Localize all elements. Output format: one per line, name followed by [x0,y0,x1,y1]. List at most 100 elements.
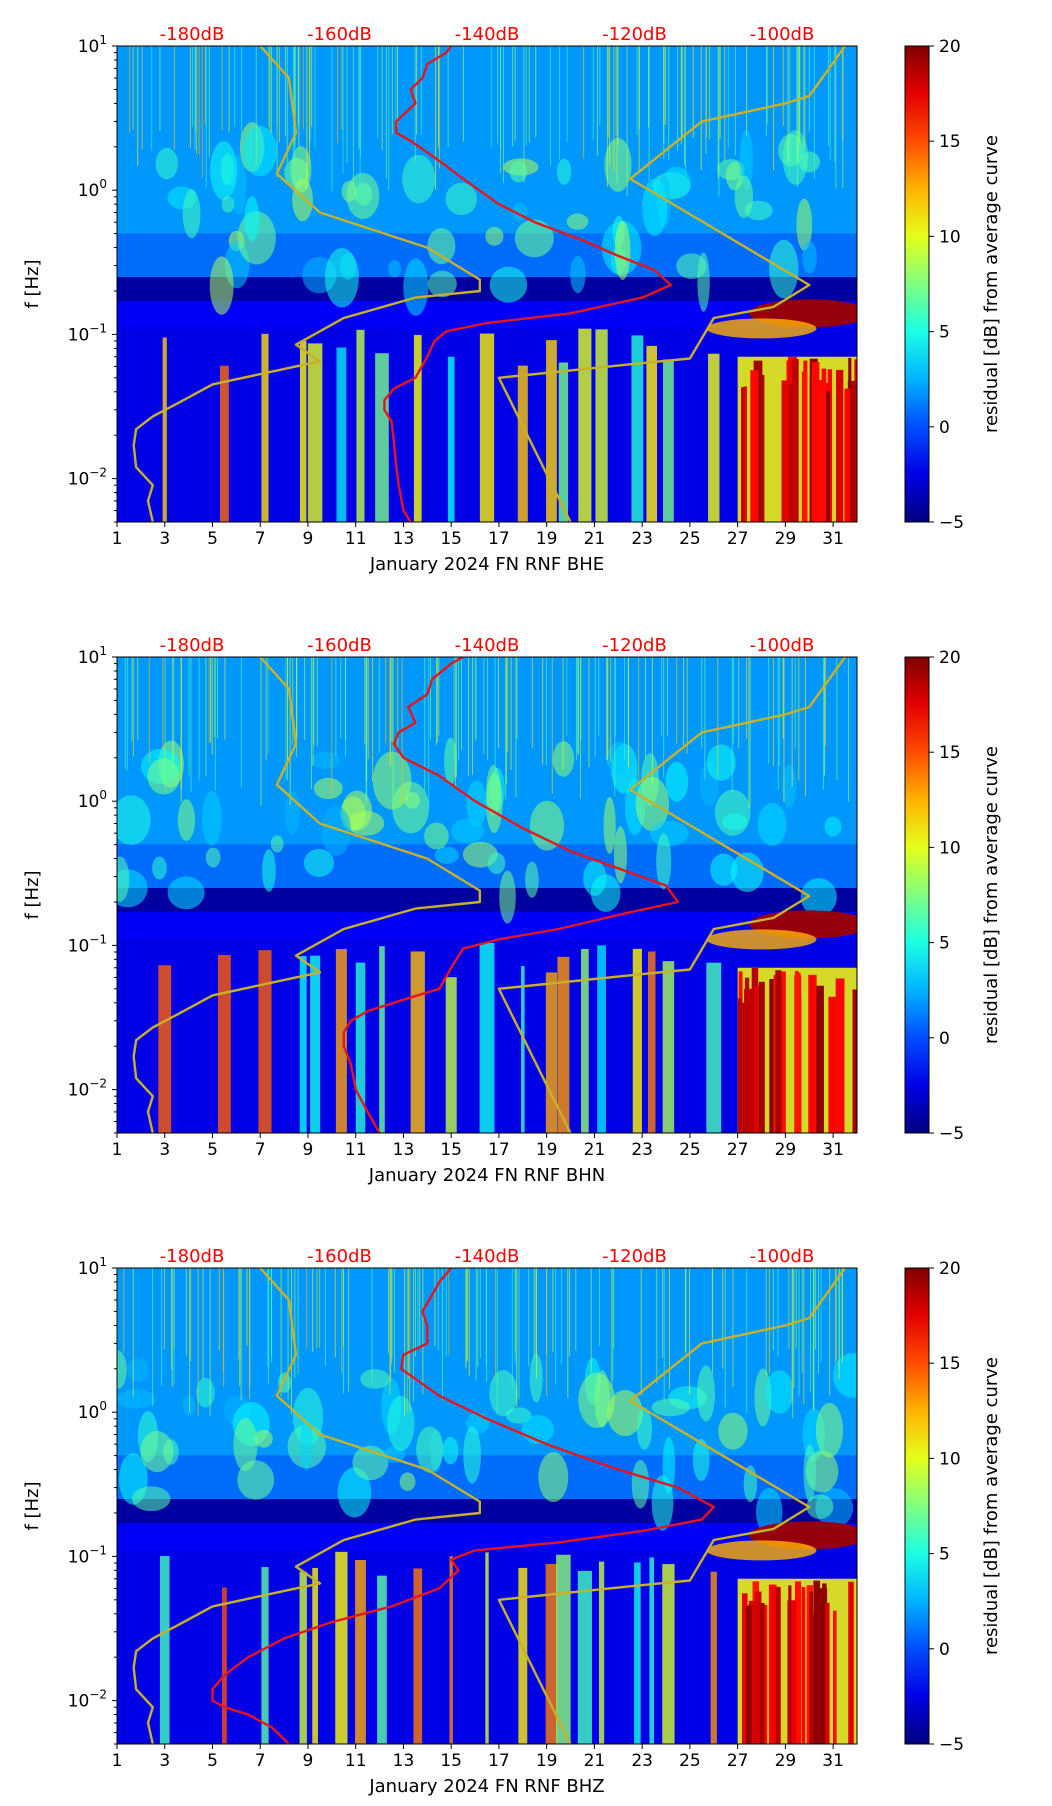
heatmap-blob [424,822,449,850]
heatmap-blob [442,1436,459,1465]
heatmap-blob [529,800,565,851]
red-curve [383,46,672,522]
y-tick-label: 10−1 [68,1543,107,1567]
x-tick-label: 7 [255,1140,266,1160]
x-tick-label: 17 [488,1140,510,1160]
heatmap-blob [182,189,201,239]
colorbar-label: residual [dB] from average curve [981,135,1002,433]
heatmap-blob [209,256,234,315]
db-scale-label: -120dB [602,24,667,45]
db-scale-label: -140dB [455,24,520,45]
x-tick-label: 13 [393,529,415,549]
heatmap-blob [399,1472,416,1492]
x-tick-label: 25 [679,529,701,549]
heatmap-band-dark [117,1499,857,1524]
heatmap-event-streak [558,362,569,522]
heatmap-blob [485,226,504,246]
heatmap-event-streak [375,353,389,522]
heatmap-event-streak [662,1564,675,1744]
heatmap-blob [697,252,710,312]
y-tick-label: 100 [78,788,107,812]
heatmap-blob [782,130,809,185]
x-tick-label: 17 [488,1751,510,1771]
heatmap-event-streak [631,335,644,522]
heatmap-band-dark [117,888,857,913]
db-scale-label: -180dB [160,635,225,656]
heatmap-storm-streak [743,386,747,522]
heatmap-blob [117,1350,127,1389]
heatmap-blob [800,878,837,916]
x-tick-label: 13 [393,1751,415,1771]
heatmap-storm-streak [753,985,760,1133]
heatmap-event-streak [545,1563,558,1744]
heatmap-event-streak [222,1587,227,1744]
x-tick-label: 3 [159,1140,170,1160]
heatmap-event-streak [312,1567,318,1744]
heatmap-blob [782,764,796,809]
x-tick-label: 27 [727,1751,749,1771]
heatmap-blob [803,1444,816,1502]
y-tick-label: 10−2 [68,1077,107,1101]
x-tick-label: 11 [345,529,367,549]
heatmap-blob [451,818,485,844]
x-tick-label: 13 [393,1140,415,1160]
heatmap-blob [313,777,343,800]
heatmap-blob [466,780,487,827]
heatmap-blob [538,1452,569,1503]
heatmap-blob [242,125,277,177]
x-tick-label: 27 [727,529,749,549]
heatmap-storm-streak [809,1591,814,1744]
heatmap-storm-streak [835,978,845,1133]
x-tick-label: 19 [536,1751,558,1771]
colorbar-tick-label: −5 [939,1735,964,1755]
x-tick-label: 21 [584,529,606,549]
heatmap-blob [202,790,222,846]
x-tick-label: 11 [345,1751,367,1771]
heatmap-event-streak [581,948,589,1133]
heatmap-blob [210,141,238,200]
heatmap-blob [665,761,689,802]
heatmap-event-streak [299,340,307,522]
heatmap-event-streak [379,946,385,1133]
heatmap-storm-streak [848,1581,854,1744]
y-tick-label: 10−2 [68,466,107,490]
heatmap-storm-streak [817,380,827,522]
heatmap-blob [806,1494,834,1519]
heatmap-event-streak [706,962,722,1133]
heatmap-event-streak [413,334,422,522]
heatmap-blob [734,175,754,219]
x-tick-label: 29 [775,1751,797,1771]
y-tick-label: 101 [78,1255,107,1279]
heatmap-blob [140,1430,174,1473]
heatmap-event-streak [445,977,457,1133]
heatmap-blob [233,1417,258,1472]
model-low-noise [132,1268,481,1744]
x-tick-label: 23 [631,1140,653,1160]
heatmap-blob [177,799,196,841]
colorbar-tick-label: 15 [939,1354,961,1374]
y-tick-label: 10−1 [68,321,107,345]
heatmap-event-streak [578,328,592,522]
heatmap-storm-streak [741,1002,747,1133]
heatmap-event-streak [545,972,558,1133]
heatmap-blob [815,1402,844,1458]
heatmap-storm-streak [801,371,807,522]
heatmap-event-streak [335,949,347,1133]
x-tick-label: 9 [303,1751,314,1771]
colorbar-tick-label: 5 [939,1545,950,1565]
x-tick-label: 31 [822,529,844,549]
heatmap-blob [696,1365,716,1422]
colorbar-tick-label: 15 [939,743,961,763]
heatmap-event-streak [577,1570,592,1744]
colorbar: −5 0 5 10 15 20 residual [dB] from average cur… [904,648,1002,1144]
red-curve [342,657,680,1133]
colorbar-tick-label: 0 [939,1029,950,1049]
heatmap-blob [205,847,221,868]
heatmap-storm-streak [788,1585,792,1744]
heatmap-blob [506,1407,532,1424]
x-tick-label: 1 [112,1751,123,1771]
x-tick-label: 1 [112,1140,123,1160]
heatmap-blob [489,266,528,303]
